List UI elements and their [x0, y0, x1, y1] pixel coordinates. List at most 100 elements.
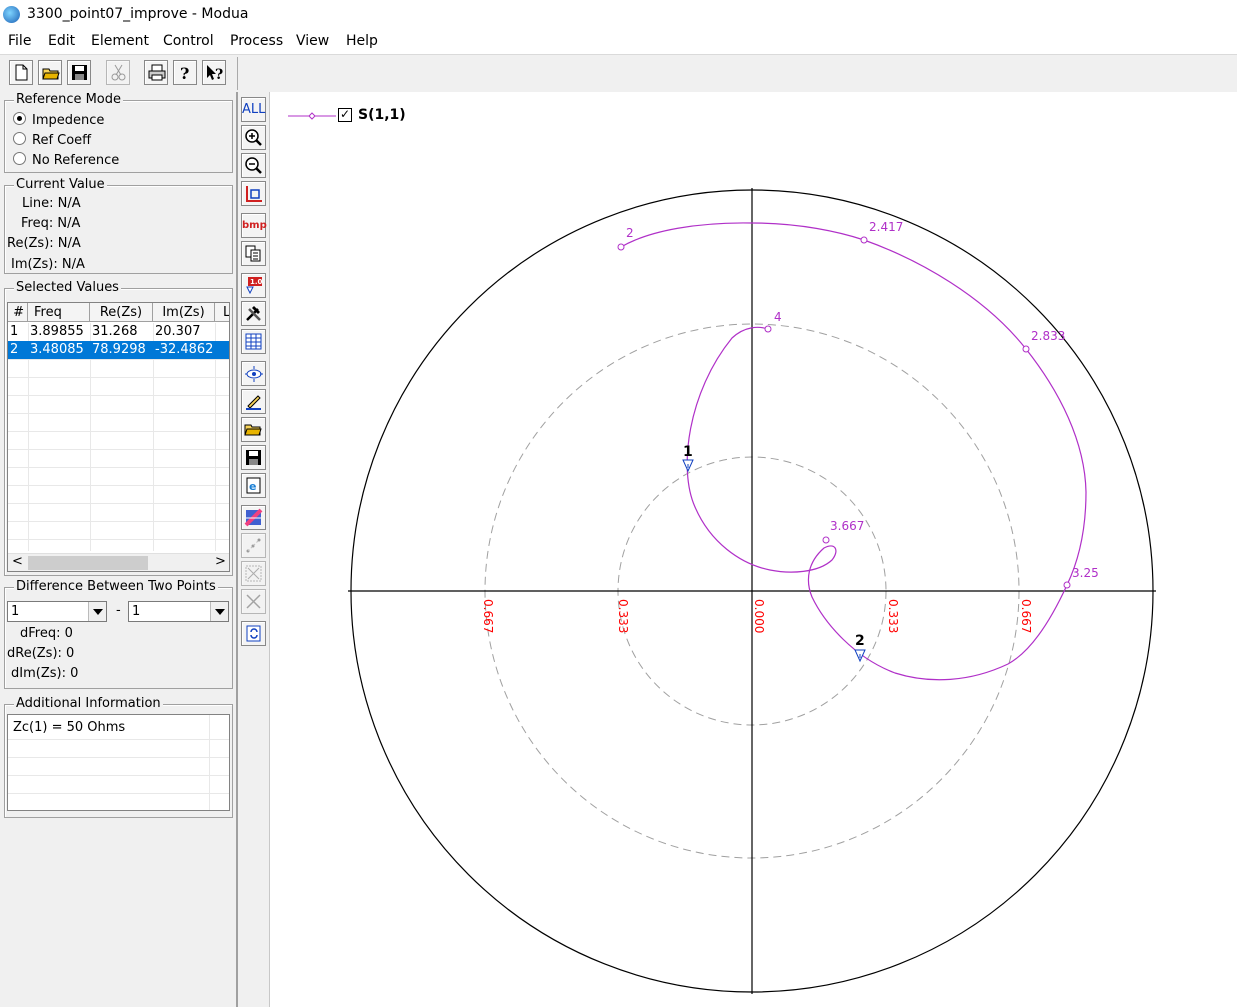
save-disk-icon: [72, 65, 87, 80]
diff-dfreq: dFreq: 0: [20, 626, 73, 641]
dropdown-arrow-icon[interactable]: [88, 602, 106, 621]
cv-im: Im(Zs): N/A: [11, 257, 85, 272]
context-help-button[interactable]: ?: [202, 60, 226, 85]
col-l[interactable]: L: [215, 303, 229, 322]
scroll-left-icon[interactable]: <: [12, 554, 23, 569]
diff-dim: dIm(Zs): 0: [11, 666, 79, 681]
smith-chart-svg: 0.667 0.333 0.000 0.333 0.667 2 2.417 2.833 3.2…: [288, 112, 1156, 994]
grid-x-icon: [245, 565, 262, 582]
cell-freq: 3.89855: [30, 324, 84, 339]
diff-to-select[interactable]: 1: [128, 601, 229, 622]
selected-values-table[interactable]: # Freq Re(Zs) Im(Zs) L 1 3.89855 31.268 …: [7, 302, 230, 572]
legend-line: [288, 112, 336, 120]
connect-points-button[interactable]: [241, 533, 266, 558]
view-button[interactable]: [241, 361, 266, 386]
question-icon: ?: [180, 64, 189, 81]
axis-scale-button[interactable]: [241, 181, 266, 206]
marker-1[interactable]: [682, 459, 694, 473]
printer-icon: [148, 64, 166, 81]
menu-edit[interactable]: Edit: [48, 33, 76, 49]
open-folder-icon: [244, 424, 262, 436]
data-table-button[interactable]: [241, 329, 266, 354]
scissors-icon: [111, 64, 126, 81]
svg-text:e: e: [249, 480, 256, 493]
save-bmp-button[interactable]: bmp: [241, 213, 267, 238]
reference-mode-title: Reference Mode: [14, 92, 124, 108]
copy-chart-button[interactable]: [241, 241, 266, 266]
scroll-right-icon[interactable]: >: [215, 554, 226, 569]
radio-ref-coeff[interactable]: Ref Coeff: [13, 132, 91, 148]
trace-point: [1022, 345, 1030, 353]
zoom-out-button[interactable]: [241, 153, 266, 178]
delete-button[interactable]: [241, 589, 266, 614]
dots-line-icon: [246, 538, 261, 553]
difference-group: Difference Between Two Points dFreq: 0 d…: [4, 579, 233, 689]
radio-dot: [13, 132, 26, 145]
table-row[interactable]: 1 3.89855 31.268 20.307: [8, 323, 229, 341]
trace-point: [822, 536, 830, 544]
menu-help[interactable]: Help: [346, 33, 378, 49]
title-bar: 3300_point07_improve - Modua: [0, 0, 1237, 30]
svg-text:?: ?: [180, 64, 189, 81]
hammer-wrench-icon: [246, 306, 261, 321]
open-data-button[interactable]: [241, 417, 266, 442]
axis-scale-icon: [246, 186, 262, 202]
menu-element[interactable]: Element: [91, 33, 149, 49]
print-button[interactable]: [144, 60, 168, 85]
trace-label: 2.417: [869, 220, 903, 234]
cell-re: 78.9298: [92, 342, 146, 357]
clear-markers-button[interactable]: [241, 561, 266, 586]
legend-checkbox[interactable]: ✓: [338, 107, 352, 122]
menu-file[interactable]: File: [8, 33, 32, 49]
zoom-all-button[interactable]: ALL: [241, 97, 266, 122]
current-value-title: Current Value: [14, 177, 107, 193]
main-toolbar: ? ?: [0, 55, 1237, 93]
eye-sparkle-icon: [245, 366, 263, 382]
export-web-button[interactable]: e: [241, 473, 266, 498]
table-horizontal-scrollbar[interactable]: < >: [8, 553, 229, 571]
cut-button[interactable]: [106, 60, 130, 85]
trace-label: 4: [774, 310, 782, 324]
help-button[interactable]: ?: [173, 60, 197, 85]
zoom-in-button[interactable]: [241, 125, 266, 150]
radio-no-reference[interactable]: No Reference: [13, 152, 119, 168]
color-settings-button[interactable]: [241, 505, 266, 530]
s11-trace: [620, 222, 1087, 681]
menu-control[interactable]: Control: [163, 33, 214, 49]
radio-dot: [13, 112, 26, 125]
cell-im: 20.307: [155, 324, 201, 339]
marker-label-icon: 1.01: [246, 277, 267, 295]
save-button[interactable]: [67, 60, 91, 85]
radio-impedence[interactable]: Impedence: [13, 112, 104, 128]
col-im[interactable]: Im(Zs): [153, 303, 215, 322]
cell-im: -32.4862: [155, 342, 214, 357]
additional-info-box[interactable]: Zc(1) = 50 Ohms: [7, 714, 230, 811]
marker-label-button[interactable]: 1.01: [241, 273, 267, 298]
edit-trace-button[interactable]: [241, 389, 266, 414]
zoom-out-icon: [245, 157, 262, 174]
menu-view[interactable]: View: [296, 33, 330, 49]
marker-2[interactable]: [854, 649, 866, 663]
col-freq[interactable]: Freq: [28, 303, 90, 322]
svg-text:1.01: 1.01: [250, 278, 263, 286]
tools-button[interactable]: [241, 301, 266, 326]
smith-chart-area[interactable]: 0.667 0.333 0.000 0.333 0.667 2 2.417 2.833 3.2…: [270, 92, 1237, 1007]
radio-no-reference-label: No Reference: [32, 153, 120, 168]
diff-dash: -: [116, 603, 121, 618]
diff-from-select[interactable]: 1: [7, 601, 107, 622]
close-x-icon: [246, 594, 261, 609]
col-re[interactable]: Re(Zs): [90, 303, 153, 322]
scroll-thumb[interactable]: [28, 556, 148, 570]
menu-process[interactable]: Process: [230, 33, 284, 49]
chart-toolbar: ALL bmp 1.01 e: [238, 92, 270, 1007]
toolbar-separator: [237, 57, 238, 90]
col-index[interactable]: #: [8, 303, 28, 322]
save-data-button[interactable]: [241, 445, 266, 470]
circle-label: 0.333: [886, 599, 900, 633]
marker-label: 2: [855, 633, 865, 649]
refresh-button[interactable]: [241, 621, 266, 646]
table-row-selected[interactable]: 2 3.48085 78.9298 -32.4862: [8, 341, 229, 359]
open-button[interactable]: [38, 60, 62, 85]
dropdown-arrow-icon[interactable]: [210, 602, 228, 621]
new-button[interactable]: [9, 60, 33, 85]
